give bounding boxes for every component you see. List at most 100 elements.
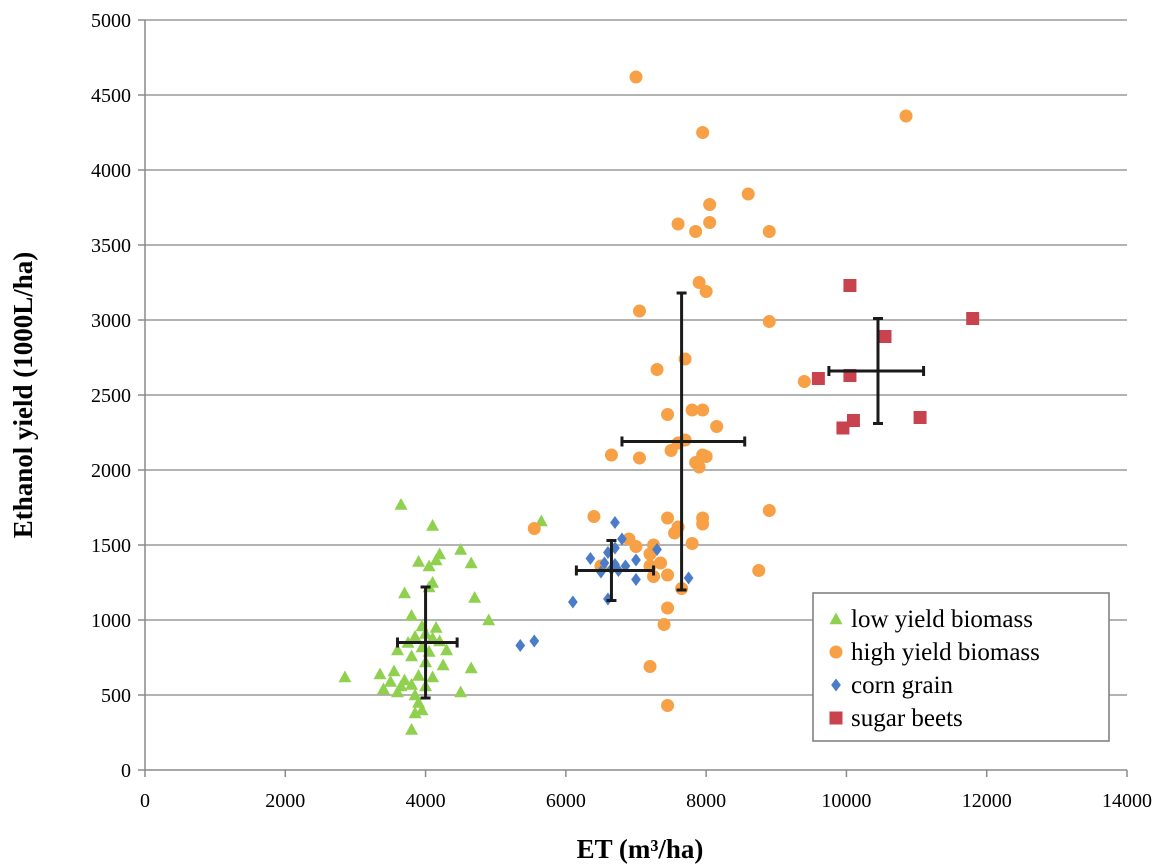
- high-yield-biomass-point: [685, 403, 699, 417]
- high-yield-biomass-point: [696, 126, 710, 139]
- high-yield-biomass-point: [703, 216, 717, 229]
- y-tick-label: 3500: [91, 235, 131, 257]
- low-yield-biomass-point: [412, 555, 426, 567]
- high-yield-biomass-point: [633, 451, 647, 465]
- high-yield-biomass-point: [604, 448, 618, 462]
- corn-grain-point: [585, 552, 596, 565]
- high-yield-biomass-point: [741, 187, 755, 201]
- low-yield-biomass-point: [373, 667, 387, 680]
- high-yield-biomass-point: [633, 304, 647, 318]
- high-yield-biomass-point: [762, 315, 776, 328]
- low-yield-biomass-point: [429, 621, 443, 633]
- high-yield-biomass-point: [685, 537, 699, 550]
- high-yield-biomass-point: [668, 526, 682, 540]
- high-yield-biomass-point: [629, 540, 643, 553]
- low-yield-biomass-point: [426, 631, 440, 644]
- low-yield-biomass-point: [405, 723, 419, 735]
- high-yield-biomass-point: [703, 198, 717, 211]
- gridlines: [145, 19, 1127, 696]
- sugar-beets-point: [843, 279, 857, 292]
- low-yield-biomass-point: [426, 670, 440, 683]
- x-tick-label: 10000: [821, 790, 871, 812]
- sugar-beets-point: [913, 411, 927, 424]
- y-axis-ticks: 0 500 1000 1500 2000 2500 3000 3500 4000 4500 5000: [91, 10, 145, 782]
- x-tick-label: 14000: [1102, 790, 1152, 812]
- high-yield-biomass-point: [657, 618, 671, 631]
- low-yield-biomass-point: [391, 685, 405, 698]
- high-yield-biomass-point: [689, 225, 703, 238]
- y-tick-label: 0: [121, 760, 131, 782]
- high-yield-biomass-point: [654, 556, 668, 570]
- low-yield-biomass-point: [464, 556, 478, 569]
- x-tick-label: 0: [140, 790, 150, 812]
- x-tick-label: 4000: [406, 790, 446, 812]
- high-yield-biomass-point: [762, 225, 776, 238]
- high-yield-biomass-point: [661, 601, 675, 615]
- y-tick-label: 500: [101, 685, 131, 707]
- x-axis-title: ET (m³/ha): [577, 834, 704, 864]
- x-tick-label: 8000: [686, 790, 726, 812]
- low-yield-biomass-point: [405, 649, 419, 662]
- sugar-beets-legend-marker: [829, 711, 843, 725]
- high-yield-biomass-point: [692, 276, 706, 289]
- data-points: [338, 70, 980, 735]
- low-yield-biomass-point: [415, 703, 429, 716]
- high-yield-biomass-point: [527, 522, 541, 535]
- high-yield-biomass-point: [661, 699, 675, 712]
- low-yield-biomass-point: [391, 643, 405, 656]
- y-axis-title: Ethanol yield (1000L/ha): [8, 252, 38, 539]
- legend-label-high-yield-biomass: high yield biomass: [851, 639, 1040, 666]
- high-yield-biomass-point: [689, 456, 703, 469]
- low-yield-biomass-point: [454, 543, 468, 555]
- sugar-beets-point: [836, 421, 850, 435]
- high-yield-biomass-point: [647, 570, 661, 583]
- high-yield-biomass-point: [587, 510, 601, 523]
- y-tick-label: 4500: [91, 85, 131, 107]
- low-yield-biomass-point: [482, 613, 496, 626]
- high-yield-biomass-point: [696, 517, 710, 531]
- high-yield-biomass-point: [710, 420, 724, 433]
- y-tick-label: 1500: [91, 535, 131, 557]
- corn-grain-point: [617, 532, 627, 546]
- high-yield-biomass-point: [664, 444, 678, 457]
- corn-grain-point: [529, 634, 540, 648]
- high-yield-biomass-point: [643, 660, 657, 673]
- legend: low yield biomass high yield biomass corn …: [812, 592, 1110, 742]
- sugar-beets-point: [966, 312, 980, 325]
- low-yield-biomass-point: [429, 553, 443, 566]
- corn-grain-point: [515, 639, 526, 652]
- x-tick-label: 12000: [962, 790, 1012, 812]
- x-axis-ticks: 0 2000 4000 6000 8000 10000 12000 14000: [140, 770, 1152, 812]
- low-yield-biomass-point: [398, 586, 412, 599]
- low-yield-biomass-point: [468, 591, 482, 603]
- low-yield-biomass-point: [408, 630, 422, 642]
- low-yield-biomass-point: [440, 643, 454, 656]
- error-bars: [396, 291, 926, 700]
- low-yield-biomass-point: [387, 664, 401, 677]
- low-yield-biomass-point: [412, 669, 426, 681]
- legend-box: [812, 592, 1110, 742]
- corn-grain-point: [683, 571, 694, 585]
- low-yield-biomass-point: [384, 675, 397, 687]
- y-tick-label: 3000: [91, 310, 131, 332]
- high-yield-biomass-point: [696, 403, 710, 417]
- corn-grain-point: [599, 556, 610, 570]
- sugar-beets-point: [878, 330, 892, 343]
- low-yield-biomass-point: [376, 682, 390, 695]
- high-yield-biomass-point: [671, 217, 685, 231]
- corn-grain-point: [567, 595, 578, 609]
- legend-label-sugar-beets: sugar beets: [851, 705, 963, 732]
- high-yield-biomass-legend-marker: [829, 645, 843, 659]
- low-yield-biomass-point: [405, 678, 419, 690]
- low-yield-biomass-point: [394, 498, 408, 510]
- x-tick-label: 6000: [546, 790, 586, 812]
- x-tick-label: 2000: [265, 790, 305, 812]
- corn-grain-point: [610, 516, 620, 529]
- high-yield-biomass-point: [797, 375, 811, 388]
- high-yield-biomass-point: [650, 363, 664, 376]
- low-yield-biomass-point: [405, 609, 419, 621]
- y-tick-label: 4000: [91, 160, 131, 182]
- low-yield-biomass-point: [454, 685, 468, 698]
- y-tick-label: 5000: [91, 10, 131, 32]
- low-yield-biomass-point: [426, 519, 440, 531]
